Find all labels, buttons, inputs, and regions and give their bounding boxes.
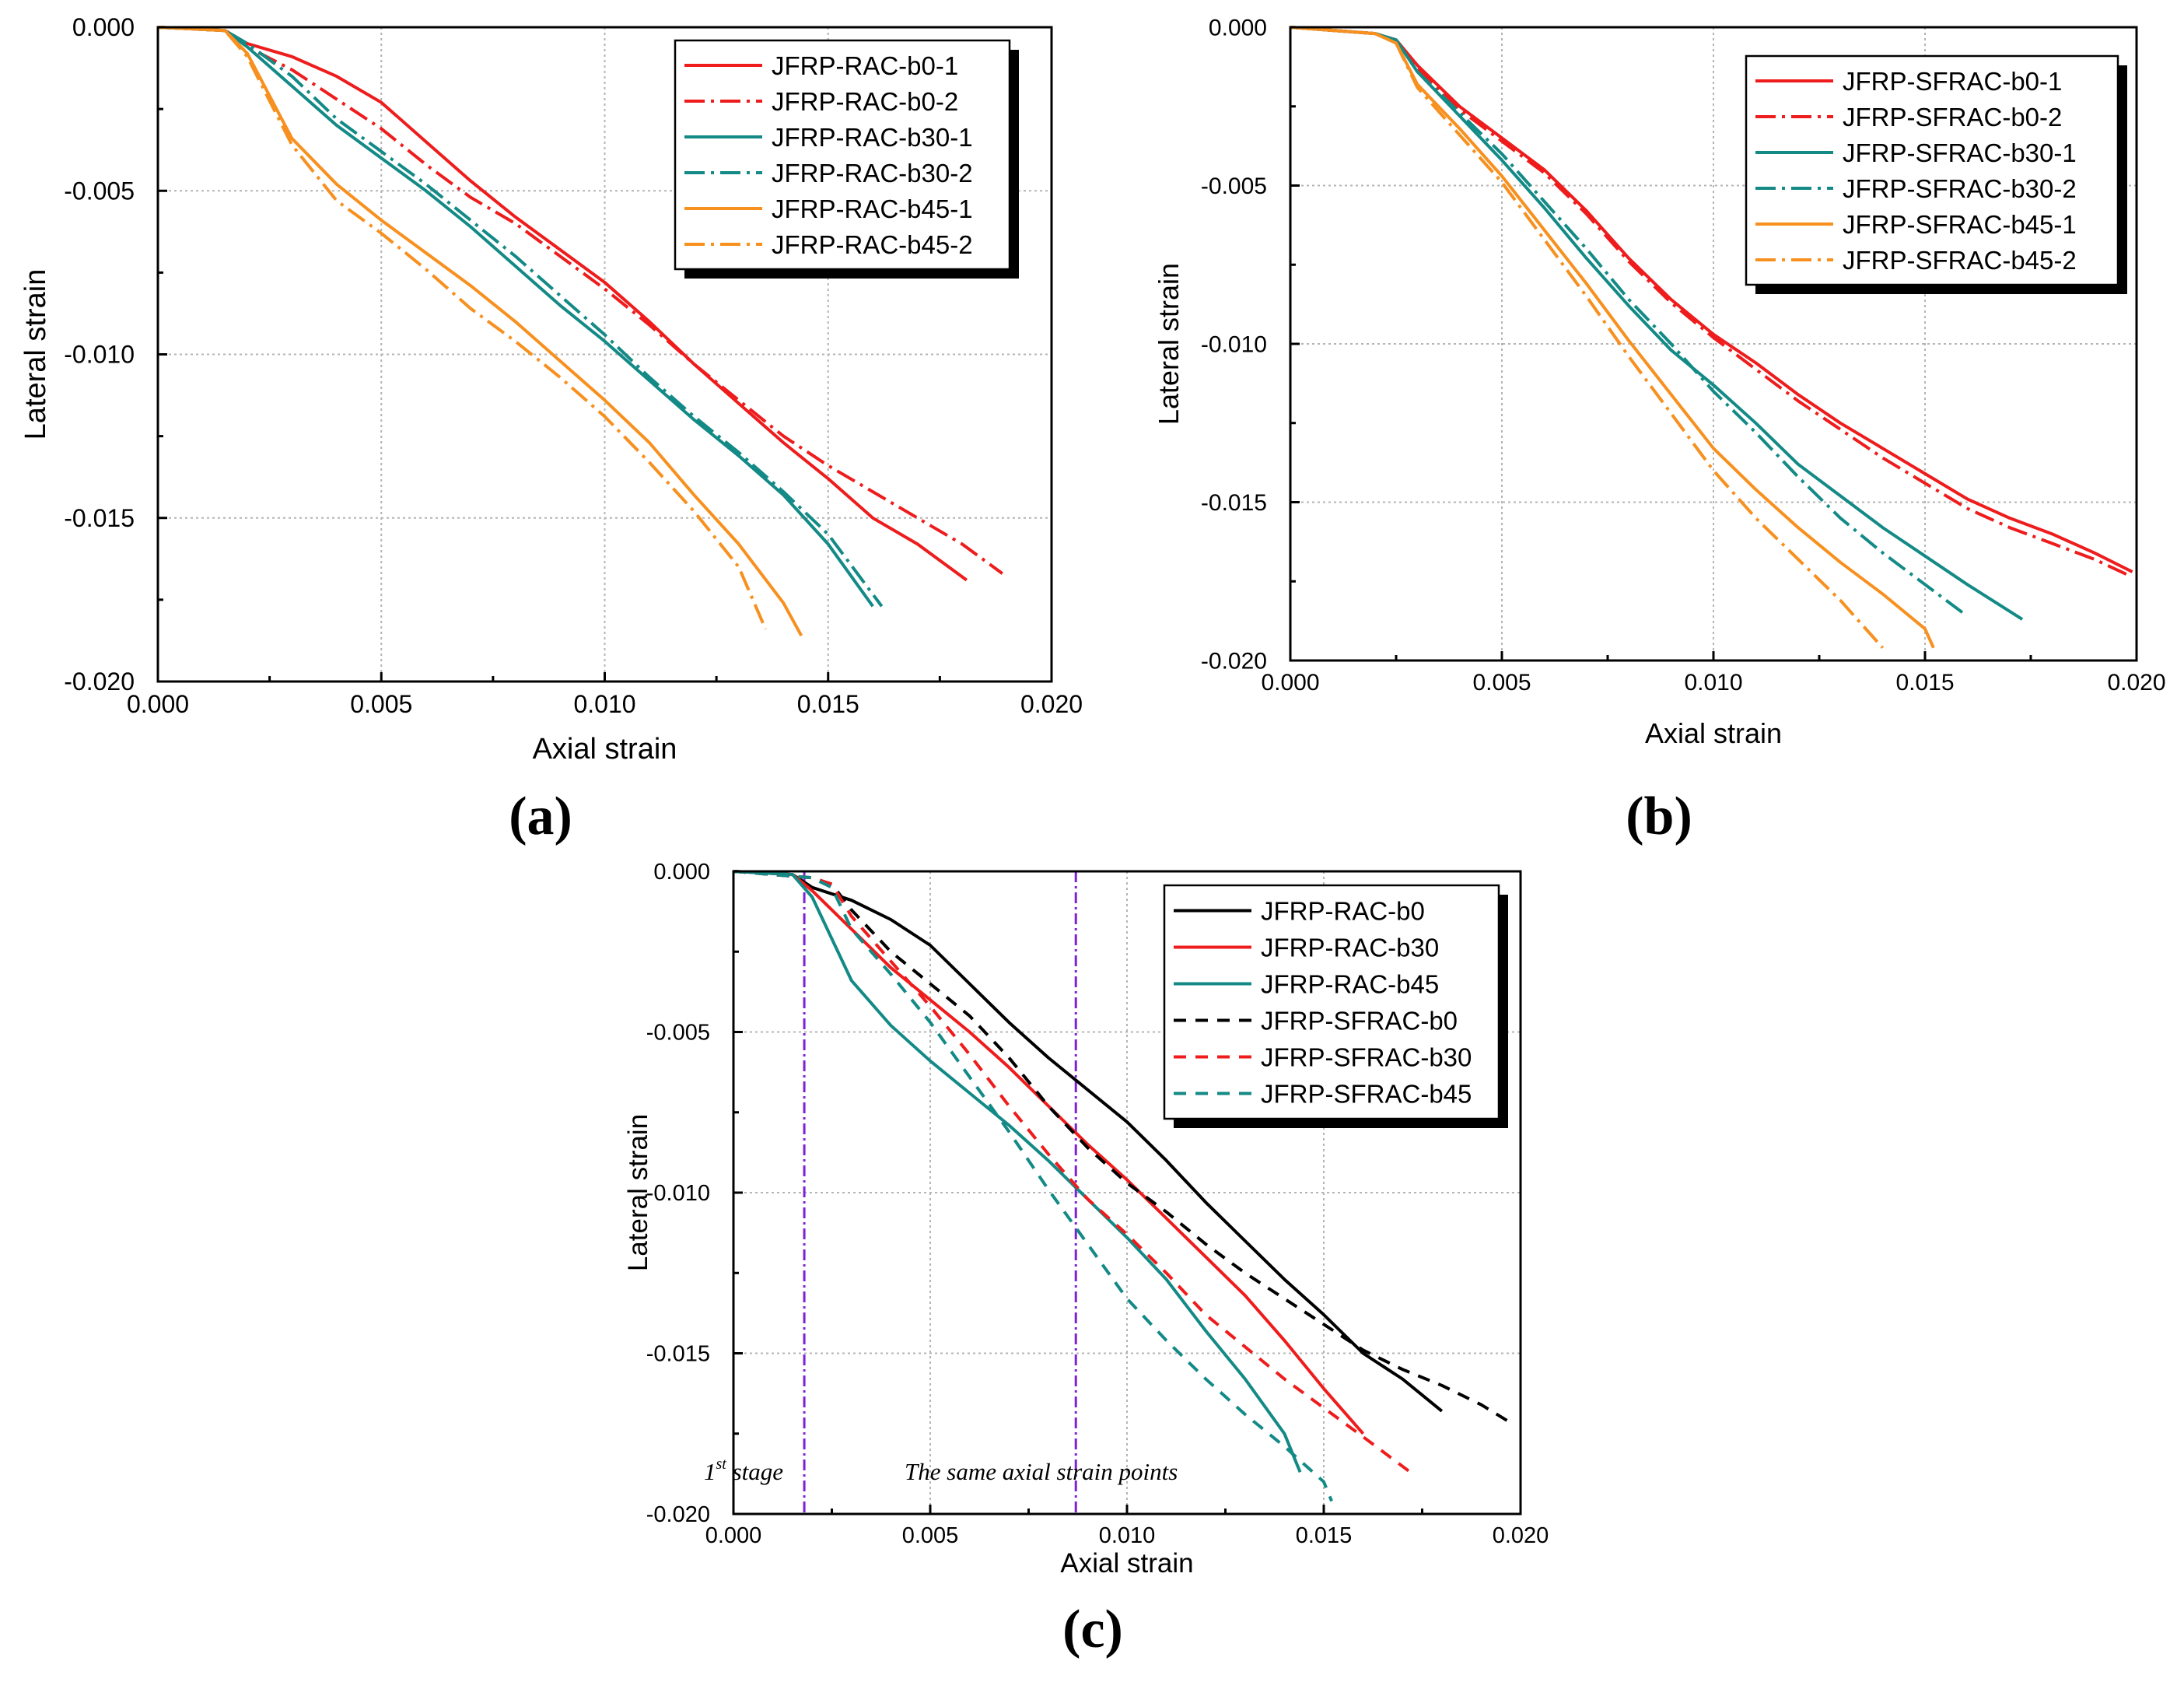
legend-label: JFRP-RAC-b30-1 <box>772 123 973 152</box>
x-tick-label: 0.000 <box>127 690 189 718</box>
series-line-jfrp-sfrac-b45-1 <box>1290 26 1935 649</box>
panel-b: 0.000 0.005 0.010 0.015 0.020 0.000 -0.005 -0.0… <box>1153 16 2166 750</box>
stage-annotation: 1st stage <box>704 1456 783 1485</box>
x-axis-label: Axial strain <box>1060 1548 1193 1579</box>
y-tick-label: -0.010 <box>646 1181 710 1206</box>
series-line-jfrp-sfrac-b0 <box>733 870 1514 1426</box>
x-axis-label: Axial strain <box>533 733 677 766</box>
panel-label-b: (b) <box>1626 787 1692 846</box>
x-tick-label: 0.020 <box>1020 690 1083 718</box>
y-axis-label: Lateral strain <box>19 269 52 440</box>
legend-label: JFRP-RAC-b0-2 <box>772 87 958 116</box>
series-line-jfrp-rac-b45-2 <box>157 26 768 630</box>
series-line-jfrp-rac-b45 <box>733 870 1302 1473</box>
stage-number: 1 <box>704 1458 716 1485</box>
y-tick-label: -0.020 <box>646 1502 710 1527</box>
legend-label: JFRP-RAC-b30 <box>1261 933 1439 962</box>
panel-c: 0.000 0.005 0.010 0.015 0.020 0.000 -0.005 -0.0… <box>623 860 1549 1579</box>
y-tick-label: -0.010 <box>1201 332 1267 358</box>
x-tick-label: 0.015 <box>797 690 859 718</box>
x-tick-label: 0.010 <box>1099 1523 1156 1548</box>
legend-label: JFRP-SFRAC-b0 <box>1261 1006 1458 1035</box>
y-tick-label: 0.000 <box>653 860 710 885</box>
x-tick-label: 0.015 <box>1296 1523 1353 1548</box>
legend-label: JFRP-RAC-b0 <box>1261 896 1425 925</box>
y-tick-label: -0.010 <box>64 341 135 369</box>
legend-label: JFRP-SFRAC-b30-1 <box>1843 138 2077 167</box>
legend-box <box>674 39 1011 271</box>
series-line-jfrp-rac-b30-2 <box>157 26 884 608</box>
legend-label: JFRP-SFRAC-b0-1 <box>1843 67 2062 96</box>
series-line-jfrp-rac-b0-2 <box>157 26 1003 575</box>
legend-box <box>1163 884 1500 1120</box>
x-tick-label: 0.000 <box>705 1523 762 1548</box>
y-tick-label: -0.005 <box>1201 173 1267 199</box>
legend-box <box>1745 54 2119 286</box>
legend-label: JFRP-RAC-b45-2 <box>772 230 973 259</box>
series-line-jfrp-rac-b30-1 <box>157 26 874 608</box>
y-tick-label: -0.015 <box>1201 490 1267 516</box>
y-axis-label: Lateral strain <box>623 1114 653 1271</box>
legend-label: JFRP-SFRAC-b45-2 <box>1843 246 2077 275</box>
series-line-jfrp-rac-b45-1 <box>157 26 803 637</box>
series-line-jfrp-sfrac-b30-1 <box>1290 26 2024 621</box>
x-tick-label: 0.005 <box>350 690 412 718</box>
x-tick-label: 0.005 <box>1472 670 1531 696</box>
x-tick-label: 0.005 <box>902 1523 959 1548</box>
y-tick-label: -0.020 <box>64 668 135 696</box>
x-tick-label: 0.015 <box>1895 670 1954 696</box>
legend-label: JFRP-SFRAC-b30-2 <box>1843 174 2077 203</box>
y-tick-label: 0.000 <box>1209 16 1267 41</box>
legend-label: JFRP-SFRAC-b0-2 <box>1843 103 2062 131</box>
x-tick-label: 0.010 <box>573 690 635 718</box>
legend-label: JFRP-RAC-b45 <box>1261 969 1439 998</box>
y-tick-label: -0.005 <box>64 177 135 205</box>
series-line-jfrp-sfrac-b0-1 <box>1290 26 2133 573</box>
x-tick-label: 0.010 <box>1684 670 1742 696</box>
x-tick-label: 0.000 <box>1261 670 1319 696</box>
panel-a: 0.000 0.005 0.010 0.015 0.020 0.000 -0.005 -0.0… <box>19 13 1083 766</box>
x-axis-label: Axial strain <box>1645 717 1782 749</box>
panel-label-c: (c) <box>1062 1600 1123 1659</box>
legend-label: JFRP-RAC-b30-2 <box>772 159 973 187</box>
panel-label-a: (a) <box>509 787 572 846</box>
x-tick-label: 0.020 <box>1493 1523 1549 1548</box>
legend-label: JFRP-RAC-b45-1 <box>772 194 973 223</box>
legend-label: JFRP-SFRAC-b45 <box>1261 1079 1472 1108</box>
y-tick-label: 0.000 <box>72 13 135 41</box>
stage-superscript: st <box>716 1456 727 1473</box>
series-line-jfrp-sfrac-b0-2 <box>1290 26 2129 576</box>
legend-label: JFRP-SFRAC-b45-1 <box>1843 210 2077 239</box>
same-points-annotation: The same axial strain points <box>905 1458 1178 1485</box>
y-tick-label: -0.020 <box>1201 649 1267 675</box>
series-line-jfrp-sfrac-b30 <box>733 870 1412 1473</box>
series-line-jfrp-sfrac-b30-2 <box>1290 26 1969 618</box>
x-tick-label: 0.020 <box>2107 670 2165 696</box>
y-tick-label: -0.015 <box>64 504 135 532</box>
series-line-jfrp-rac-b30 <box>733 870 1365 1435</box>
stage-word: stage <box>726 1458 783 1485</box>
legend-label: JFRP-RAC-b0-1 <box>772 51 958 80</box>
y-axis-label: Lateral strain <box>1153 263 1185 425</box>
series-line-jfrp-rac-b0-1 <box>157 26 968 582</box>
series-line-jfrp-rac-b0 <box>733 870 1444 1413</box>
y-tick-label: -0.005 <box>646 1021 710 1046</box>
legend-label: JFRP-SFRAC-b30 <box>1261 1042 1472 1071</box>
series-line-jfrp-sfrac-b45 <box>733 870 1333 1502</box>
series-line-jfrp-sfrac-b45-2 <box>1290 26 1885 650</box>
y-tick-label: -0.015 <box>646 1342 710 1367</box>
